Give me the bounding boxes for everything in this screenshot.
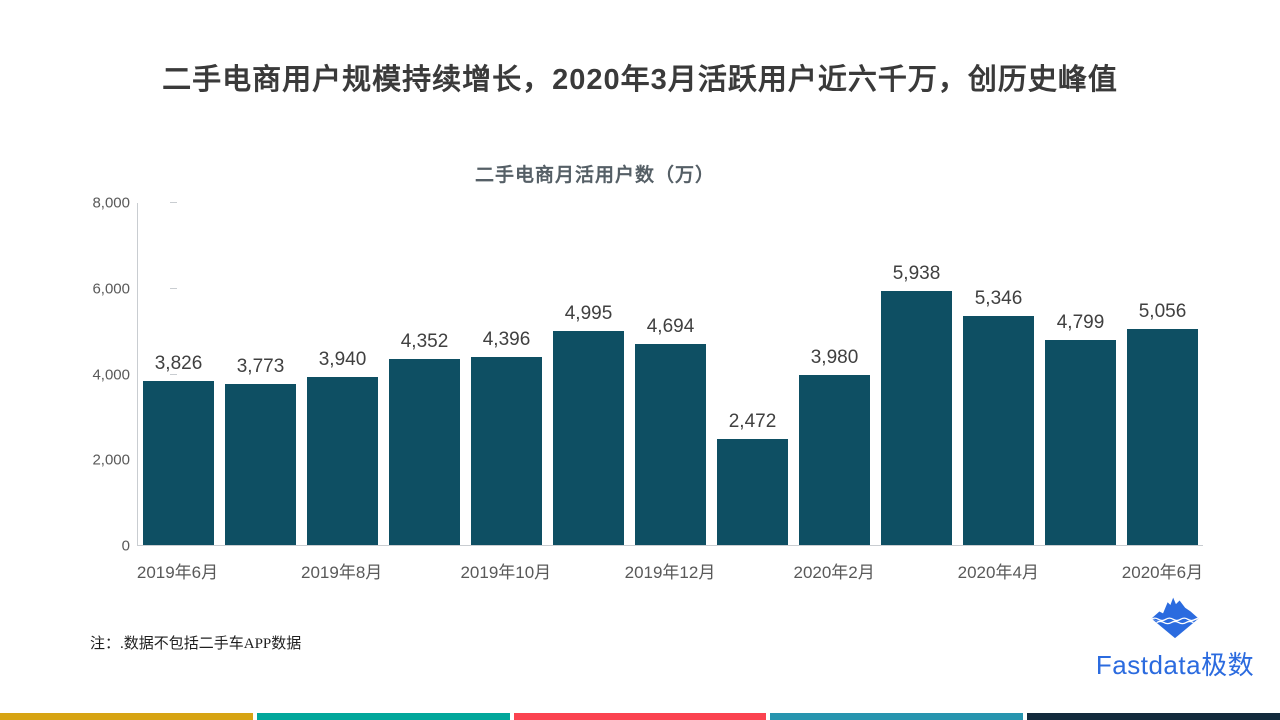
x-axis-cell bbox=[388, 558, 459, 583]
bar-column: 4,995 bbox=[553, 203, 624, 545]
bar bbox=[799, 374, 870, 545]
bar-value-label: 3,940 bbox=[318, 348, 367, 370]
x-tick-label: 2019年6月 bbox=[136, 563, 219, 582]
y-tick-label: 8,000 bbox=[92, 194, 130, 212]
x-tick-label: 2020年4月 bbox=[957, 563, 1039, 582]
y-tickmark bbox=[170, 287, 177, 289]
strip-segment bbox=[513, 713, 767, 720]
x-tick-label: 2019年8月 bbox=[301, 563, 383, 582]
x-axis-cell bbox=[552, 558, 623, 583]
strip-segment bbox=[770, 713, 1024, 720]
bar bbox=[471, 357, 542, 545]
x-axis-cell: 2020年6月 bbox=[1122, 558, 1203, 583]
bar bbox=[307, 376, 378, 545]
bar bbox=[389, 358, 460, 545]
page-title: 二手电商用户规模持续增长，2020年3月活跃用户近六千万，创历史峰值 bbox=[162, 64, 1118, 96]
strip-segment bbox=[0, 713, 253, 720]
bar bbox=[553, 331, 624, 545]
data-source-note: 注：.数据不包括二手车APP数据 bbox=[90, 636, 302, 652]
bar bbox=[225, 383, 296, 545]
x-axis: 2019年6月 2019年8月 2019年10月 2019年12月 2020年2月 202… bbox=[137, 558, 1203, 583]
bar-column: 4,352 bbox=[389, 203, 460, 545]
x-axis-cell: 2019年6月 bbox=[137, 558, 218, 583]
bar-column: 3,980 bbox=[799, 203, 870, 545]
iceberg-icon bbox=[1147, 597, 1203, 644]
x-axis-cell: 2019年8月 bbox=[301, 558, 382, 583]
x-axis-cell bbox=[1045, 558, 1116, 583]
bar bbox=[635, 344, 706, 545]
bar-column: 3,826 bbox=[143, 203, 214, 545]
strip-segment bbox=[256, 713, 510, 720]
x-tick-label: 2019年10月 bbox=[460, 563, 552, 582]
bar-column: 3,940 bbox=[307, 203, 378, 545]
chart-title: 二手电商月活用户数（万） bbox=[474, 165, 715, 186]
bar-column: 4,799 bbox=[1045, 203, 1116, 545]
x-tick-label: 2020年6月 bbox=[1121, 563, 1204, 582]
bar-chart-plot-area: 3,826 3,773 3,940 4,352 4,396 4,995 4,694 2,472… bbox=[137, 203, 1203, 546]
bar-value-label: 4,694 bbox=[646, 316, 695, 338]
bar-value-label: 3,980 bbox=[810, 346, 859, 368]
y-tick-label: 0 bbox=[121, 537, 130, 555]
bar bbox=[881, 291, 952, 545]
x-axis-cell bbox=[717, 558, 788, 583]
y-tick-label: 2,000 bbox=[92, 451, 130, 469]
bar-value-label: 5,346 bbox=[974, 288, 1023, 310]
bar-value-label: 4,995 bbox=[564, 303, 613, 325]
y-tickmark bbox=[170, 373, 177, 375]
x-axis-cell: 2019年12月 bbox=[625, 558, 716, 583]
footer-color-strip bbox=[0, 713, 1280, 720]
x-axis-cell: 2020年4月 bbox=[958, 558, 1039, 583]
bar bbox=[1127, 328, 1198, 545]
fastdata-logo: Fastdata极数 bbox=[1095, 594, 1255, 682]
bar bbox=[1045, 339, 1116, 545]
y-tick-label: 4,000 bbox=[92, 366, 130, 383]
bar-column: 5,938 bbox=[881, 203, 952, 545]
strip-segment bbox=[1027, 713, 1280, 720]
bar-value-label: 4,799 bbox=[1056, 311, 1105, 333]
bar bbox=[143, 381, 214, 545]
bar-value-label: 4,352 bbox=[400, 330, 449, 352]
bar-column: 4,396 bbox=[471, 203, 542, 545]
y-tickmark bbox=[170, 202, 177, 203]
bar-value-label: 2,472 bbox=[728, 411, 777, 433]
bar-value-label: 5,056 bbox=[1138, 300, 1187, 322]
x-axis-cell bbox=[224, 558, 295, 583]
fastdata-logo-text: Fastdata极数 bbox=[1095, 650, 1255, 680]
bar-column: 4,694 bbox=[635, 203, 706, 545]
y-tick-label: 6,000 bbox=[92, 280, 130, 298]
x-tick-label: 2020年2月 bbox=[793, 563, 875, 582]
bar-column: 2,472 bbox=[717, 203, 788, 545]
bar-column: 5,056 bbox=[1127, 203, 1198, 545]
x-axis-cell: 2020年2月 bbox=[793, 558, 874, 583]
bar bbox=[963, 316, 1034, 545]
y-axis: 0 2,000 4,000 6,000 8,000 bbox=[40, 195, 177, 555]
bar-value-label: 3,826 bbox=[154, 353, 203, 375]
x-axis-cell bbox=[881, 558, 952, 583]
bar-value-label: 4,396 bbox=[482, 329, 531, 351]
bar bbox=[717, 439, 788, 545]
x-tick-label: 2019年12月 bbox=[624, 563, 716, 582]
bar-value-label: 5,938 bbox=[892, 263, 941, 285]
bar-column: 3,773 bbox=[225, 203, 296, 545]
x-axis-cell: 2019年10月 bbox=[460, 558, 551, 583]
bar-value-label: 3,773 bbox=[236, 355, 285, 377]
bar-column: 5,346 bbox=[963, 203, 1034, 545]
